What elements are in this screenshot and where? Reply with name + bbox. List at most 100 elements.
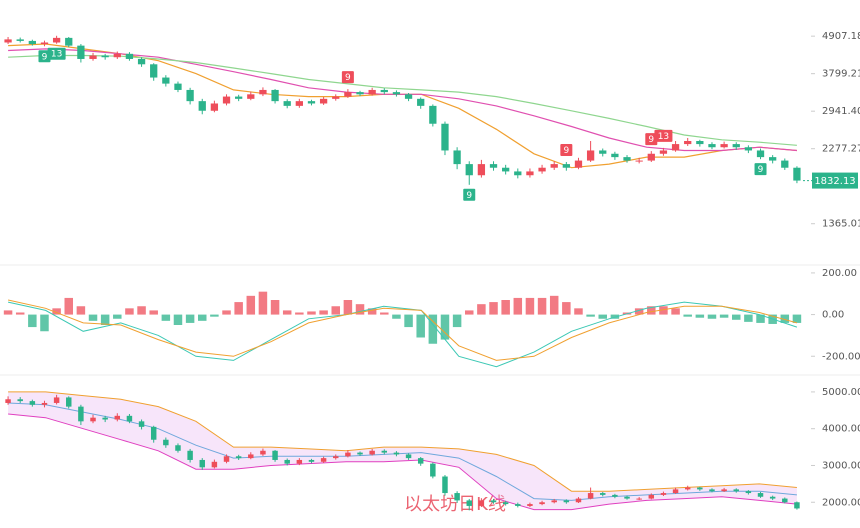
candle-body	[430, 463, 436, 477]
candle-body	[454, 493, 460, 501]
candle-body	[368, 89, 376, 95]
macd-bar	[40, 314, 49, 332]
macd-bar	[234, 302, 243, 315]
candle-body	[429, 105, 437, 124]
macd-bar	[477, 304, 486, 315]
candle-body	[514, 171, 522, 176]
macd-bar	[525, 297, 535, 315]
candle-body	[89, 55, 97, 59]
candle-body	[697, 487, 703, 490]
candle-body	[344, 92, 352, 97]
macd-bar	[744, 314, 753, 322]
candle-body	[684, 487, 691, 490]
candle-body	[453, 150, 461, 165]
candle-body	[392, 92, 401, 95]
candle-body	[756, 150, 765, 158]
candle-body	[259, 89, 267, 95]
candle-body	[393, 452, 400, 455]
candle-body	[635, 160, 643, 162]
candle-body	[29, 401, 36, 405]
candle-body	[574, 160, 583, 168]
macd-bar	[161, 314, 171, 321]
macd-bar	[173, 314, 183, 325]
candle-body	[175, 445, 181, 451]
candle-body	[442, 476, 448, 494]
candle-body	[16, 39, 24, 41]
macd-bar	[586, 314, 595, 317]
signal-label: 13	[658, 132, 669, 142]
candle-body	[769, 157, 777, 161]
candle-body	[405, 454, 412, 459]
macd-bar	[246, 295, 256, 315]
candle-body	[562, 164, 570, 168]
macd-bar	[210, 314, 219, 317]
candle-body	[369, 450, 375, 455]
candle-body	[721, 489, 727, 492]
candle-body	[199, 459, 205, 468]
candle-body	[4, 39, 12, 43]
y-tick-label: 3000.00	[822, 460, 860, 471]
indicator-line	[8, 54, 797, 146]
signal-label: 9	[345, 73, 351, 83]
candle-body	[575, 498, 582, 503]
candle-body	[563, 500, 570, 503]
macd-bar	[501, 300, 510, 315]
candle-body	[345, 452, 351, 457]
signal-badge	[560, 143, 573, 156]
macd-bar	[222, 310, 231, 315]
candle-body	[744, 147, 753, 151]
signal-label: 9	[563, 146, 569, 156]
candle-body	[732, 144, 740, 148]
macd-bar	[113, 314, 122, 319]
candle-body	[52, 37, 61, 43]
candle-body	[404, 94, 413, 99]
candle-body	[733, 489, 739, 492]
macd-bar	[64, 297, 73, 315]
y-tick-label: 200.00	[822, 268, 857, 279]
macd-bar	[707, 314, 717, 319]
macd-bar	[295, 312, 304, 315]
candle-body	[272, 450, 278, 460]
candle-body	[40, 42, 49, 45]
macd-bar	[440, 314, 450, 340]
candle-body	[308, 459, 315, 462]
candle-body	[284, 459, 290, 464]
candle-body	[138, 421, 145, 427]
signal-label: 13	[51, 50, 62, 60]
candle-body	[600, 493, 606, 495]
candle-body	[320, 458, 327, 462]
candle-body	[41, 402, 48, 405]
candle-body	[660, 493, 667, 495]
candle-body	[307, 101, 316, 104]
candle-body	[720, 144, 728, 148]
candle-body	[648, 494, 655, 499]
candle-body	[782, 498, 788, 503]
y-tick-label: 3799.21	[822, 69, 860, 80]
macd-bar	[562, 302, 571, 315]
candle-body	[5, 399, 11, 403]
macd-bar	[355, 304, 365, 315]
macd-bar	[792, 314, 802, 323]
y-tick-label: 2277.27	[822, 144, 860, 155]
chart-title: 以太坊日K线	[404, 494, 506, 515]
candle-body	[78, 406, 84, 422]
candle-body	[551, 500, 557, 503]
candle-body	[527, 504, 533, 506]
macd-bar	[319, 310, 328, 315]
candle-body	[380, 89, 388, 93]
macd-bar	[3, 310, 13, 315]
candle-body	[794, 502, 800, 509]
candle-body	[271, 89, 279, 102]
candle-body	[210, 103, 219, 111]
macd-bar	[282, 310, 292, 315]
y-tick-label: -200.00	[822, 351, 860, 362]
signal-badge	[654, 129, 673, 142]
macd-bar	[659, 306, 668, 315]
candle-body	[611, 153, 619, 158]
candle-body	[17, 399, 23, 402]
macd-bar	[307, 311, 316, 315]
indicator-line	[7, 301, 798, 368]
indicator-line	[7, 299, 798, 361]
macd-bar	[780, 314, 790, 323]
candle-body	[550, 164, 558, 168]
